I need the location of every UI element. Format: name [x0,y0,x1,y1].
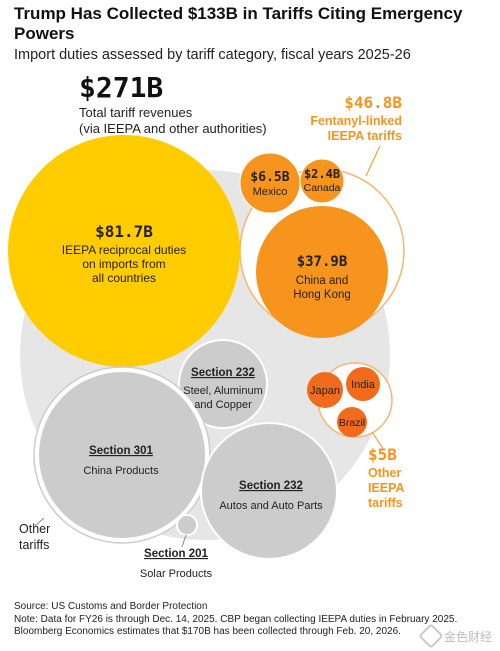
bubble-ieepa-reciprocal [8,135,240,367]
footer-source: Source: US Customs and Border Protection [14,601,208,612]
china-hk-label-line-2: Hong Kong [293,289,351,301]
section-301-label: China Products [83,465,159,477]
bubble-china-hk [256,206,388,338]
canada-value-label: $2.4B [304,167,340,181]
footer-note-2: Bloomberg Economics estimates that $170B… [14,626,401,637]
other-tariffs-label-line-1: Other [19,522,50,536]
india-label: India [351,379,376,391]
reciprocal-value-label: $81.7B [95,222,153,241]
china-hk-value-label: $37.9B [297,254,348,270]
bubble-section-201 [176,514,198,536]
section-201-title: Section 201 [144,548,209,560]
watermark-logo-icon [418,623,444,649]
reciprocal-label-line-3: all countries [92,271,156,285]
other-tariffs-label-line-2: tariffs [19,538,49,552]
canada-label: Canada [304,182,341,194]
other-tariffs-leader-line [34,517,45,527]
japan-label: Japan [310,385,340,397]
mexico-label: Mexico [253,186,288,198]
reciprocal-label-line-2: on imports from [82,257,165,271]
fentanyl-value-label: $46.8B [344,93,402,112]
bubble-section-232-steel [178,339,268,429]
section-232-autos-title: Section 232 [239,480,303,492]
bubble-india [346,367,380,401]
brazil-label: Brazil [339,417,365,429]
chart-subtitle: Import duties assessed by tariff categor… [14,47,411,63]
watermark-text: 金色财经 [443,629,492,644]
mexico-value-label: $6.5B [250,170,289,185]
chart-title: Trump Has Collected $133B in Tariffs Cit… [14,4,463,43]
section-201-label: Solar Products [140,568,213,580]
section-232-steel-title: Section 232 [191,367,255,379]
bubble-section-232-autos [200,422,338,560]
section-232-steel-line-2: and Copper [194,399,252,411]
other-ieepa-label-line-2: IEEPA [368,481,405,495]
china-hk-label-line-1: China and [296,275,348,287]
bubble-canada [299,158,345,204]
bubble-section-301 [39,372,205,538]
fentanyl-leader-line [365,145,381,177]
section-301-title: Section 301 [89,445,154,457]
other-ieepa-value-label: $5B [368,445,397,464]
watermark: 金色财经 [418,623,492,649]
total-value-label: $271B [79,71,163,104]
bubble-japan [307,372,343,408]
section-232-autos-label: Autos and Auto Parts [219,500,323,512]
fentanyl-label-line-1: Fentanyl-linked [310,114,402,128]
footer-note-1: Note: Data for FY26 is through Dec. 14, … [14,613,458,625]
other-ieepa-leader-line [371,431,385,451]
footer: Source: US Customs and Border Protection… [14,601,494,639]
reciprocal-label-line-1: IEEPA reciprocal duties [62,243,187,257]
fentanyl-label-line-2: IEEPA tariffs [328,129,402,143]
section-232-steel-line-1: Steel, Aluminum [183,385,262,397]
total-desc-line-1: Total tariff revenues [79,105,193,120]
total-desc-line-2: (via IEEPA and other authorities) [79,121,267,136]
other-ieepa-label-line-1: Other [368,466,401,480]
section-201-leader-line [181,534,187,548]
other-ieepa-label-line-3: tariffs [368,496,403,510]
bubble-brazil [337,407,367,437]
